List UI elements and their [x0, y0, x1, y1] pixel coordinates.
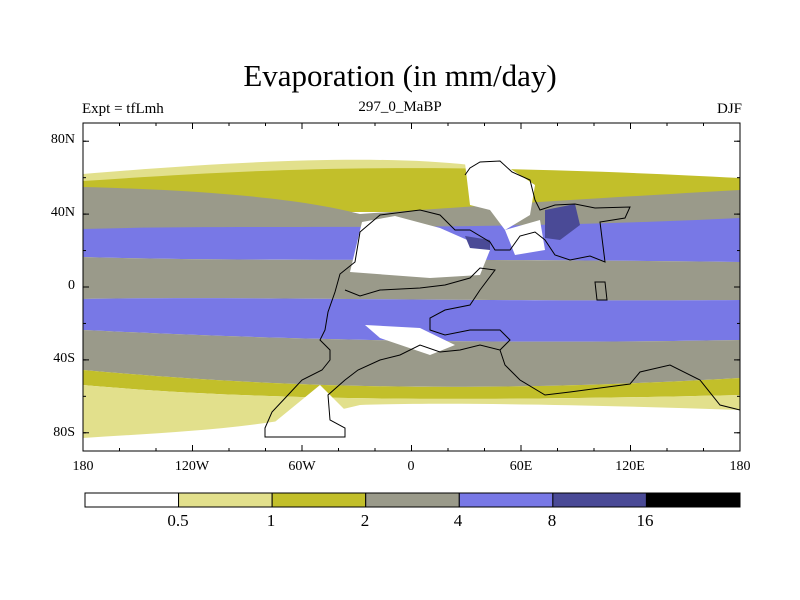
- lon-label-60w: 60W: [288, 459, 316, 474]
- land-dry-south: [365, 325, 455, 355]
- time-label: 297_0_MaBP: [358, 99, 442, 115]
- land-dry-asia: [505, 220, 545, 255]
- band-eq-grey: [83, 257, 740, 301]
- land-dry-southpole: [265, 385, 345, 437]
- lat-label-40s: 40S: [53, 351, 75, 366]
- colorbar-box-2: [271, 492, 367, 508]
- band-s-light: [83, 385, 740, 438]
- land-dry-central: [350, 216, 490, 278]
- continent-outline: [264, 160, 741, 438]
- colorbar-box-6: [645, 492, 741, 508]
- colorbar-box-3: [365, 492, 460, 508]
- lat-label-0: 0: [68, 278, 75, 293]
- inner-coast: [344, 267, 511, 351]
- lon-label-120w: 120W: [174, 459, 210, 474]
- colorbar-label-1: 1: [266, 511, 276, 530]
- colorbar-box-1: [178, 492, 273, 508]
- land-dry-north: [465, 162, 535, 230]
- colorbar-box-0: [84, 492, 180, 508]
- lon-label-120e: 120E: [615, 459, 645, 474]
- map-axes: [82, 122, 741, 452]
- high-evap-east: [545, 204, 580, 240]
- colorbar-label-8: 8: [547, 511, 557, 530]
- colorbar: [84, 492, 741, 508]
- lon-label-180w: 180: [72, 459, 94, 474]
- lat-label-80s: 80S: [53, 425, 75, 440]
- colorbar-label-4: 4: [453, 511, 463, 530]
- colorbar-label-2: 2: [360, 511, 370, 530]
- lon-label-180e: 180: [729, 459, 751, 474]
- lat-label-40n: 40N: [50, 205, 75, 220]
- band-s-grey: [83, 330, 740, 387]
- experiment-label: Expt = tfLmh: [82, 101, 164, 117]
- colorbar-box-4: [458, 492, 554, 508]
- chart-title: Evaporation (in mm/day): [243, 58, 557, 93]
- lon-label-60e: 60E: [509, 459, 533, 474]
- high-evap-west: [465, 236, 490, 250]
- lat-label-80n: 80N: [50, 132, 75, 147]
- map-field: [83, 123, 740, 451]
- island-outline: [594, 281, 608, 301]
- colorbar-label-16: 16: [636, 511, 654, 530]
- band-s-blue: [83, 298, 740, 342]
- colorbar-box-5: [552, 492, 647, 508]
- colorbar-label-0-5: 0.5: [167, 511, 189, 530]
- season-label: DJF: [716, 101, 742, 117]
- lon-label-0: 0: [407, 459, 415, 474]
